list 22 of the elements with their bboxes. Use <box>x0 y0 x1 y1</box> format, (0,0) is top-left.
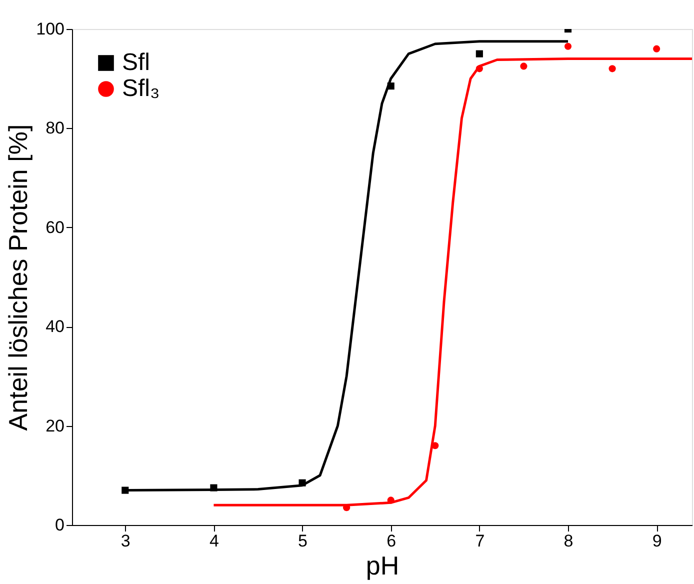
legend-label: Sfl <box>122 49 150 76</box>
y-tick-label: 60 <box>46 218 64 237</box>
point <box>520 62 528 70</box>
y-tick-label: 20 <box>46 416 64 436</box>
point <box>564 42 572 50</box>
y-tick-label: 0 <box>55 516 64 534</box>
legend-label: Sfl₃ <box>122 75 160 102</box>
x-tick-label: 9 <box>652 532 662 550</box>
x-tick-label: 7 <box>475 532 485 550</box>
y-tick-label: 100 <box>36 20 64 38</box>
x-tick-label: 4 <box>209 532 219 550</box>
x-axis-title: pH <box>366 550 400 580</box>
point <box>476 50 483 58</box>
point <box>653 45 660 52</box>
x-tick-label: 5 <box>298 532 308 550</box>
point <box>608 65 616 72</box>
y-tick-label: 40 <box>46 317 64 336</box>
y-tick-label: 80 <box>46 118 64 138</box>
y-axis-title: Anteil lösliches Protein [%] <box>3 124 34 431</box>
x-tick-label: 3 <box>120 532 130 550</box>
x-tick-label: 6 <box>386 532 396 550</box>
x-tick-label: 8 <box>564 532 574 550</box>
